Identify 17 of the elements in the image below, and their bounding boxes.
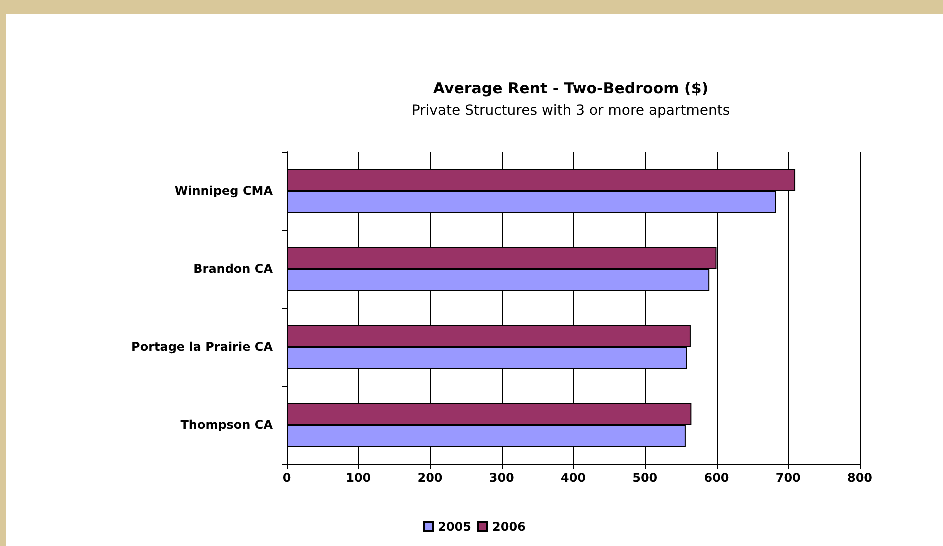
x-tick-label: 800 — [847, 471, 873, 485]
legend-label: 2005 — [438, 520, 472, 534]
y-tick-label: Portage la Prairie CA — [132, 340, 274, 354]
x-tick-label: 100 — [346, 471, 372, 485]
y-tick-label: Thompson CA — [180, 418, 274, 432]
legend-label: 2006 — [492, 520, 526, 534]
chart-subtitle: Private Structures with 3 or more apartments — [412, 103, 730, 119]
x-tick-label: 500 — [632, 471, 658, 485]
x-tick-label: 200 — [418, 471, 443, 485]
x-tick-label: 600 — [704, 471, 730, 485]
x-tick-label: 300 — [489, 471, 514, 485]
chart-title: Average Rent - Two-Bedroom ($) — [433, 80, 709, 98]
x-tick-label: 400 — [560, 471, 586, 485]
x-tick-label: 700 — [776, 471, 801, 485]
y-tick-label: Winnipeg CMA — [174, 184, 274, 198]
y-tick-label: Brandon CA — [194, 262, 274, 276]
x-tick-label: 0 — [282, 471, 292, 485]
